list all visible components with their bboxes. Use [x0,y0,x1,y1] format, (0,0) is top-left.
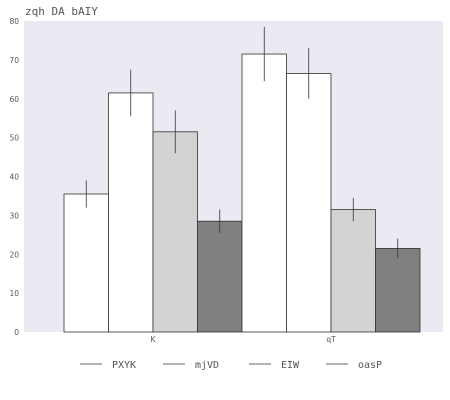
bar [241,53,287,333]
y-tick-label: 70 [9,56,19,65]
bar [375,248,421,333]
legend-label: PXYK [112,360,136,371]
bar [63,193,109,333]
legend-label: EIW [281,360,300,371]
chart-title: zqh DA bAIY [25,5,98,18]
bar [152,131,198,333]
legend-label: mjVD [195,360,219,371]
y-tick-label: 60 [9,95,19,104]
bar [108,92,154,333]
y-tick-label: 80 [9,17,19,26]
x-tick-label: K [151,335,157,344]
x-tick-label: qT [326,335,336,344]
y-tick-label: 40 [9,173,19,182]
bar [330,209,376,333]
y-tick-label: 30 [9,211,19,220]
y-tick-label: 0 [14,328,19,337]
y-tick-label: 10 [9,289,19,298]
y-tick-label: 20 [9,250,19,259]
y-tick-label: 50 [9,134,19,143]
y-axis: 0 10 20 30 40 50 60 70 80 [9,17,19,337]
bars [63,26,421,333]
bar [197,220,243,333]
legend-label: oasP [358,360,382,371]
legend: PXYK mjVD EIW oasP [80,360,382,371]
bar [286,73,332,333]
